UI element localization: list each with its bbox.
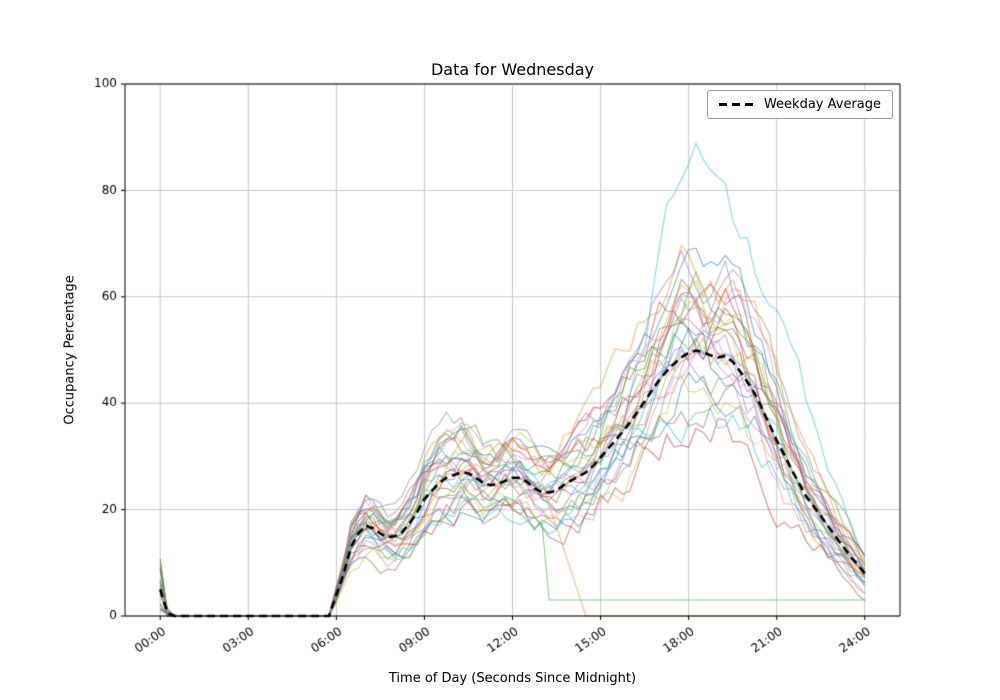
x-axis-label: Time of Day (Seconds Since Midnight) — [388, 671, 637, 686]
legend: Weekday Average — [706, 90, 893, 119]
legend-dashed-line-sample — [718, 103, 755, 106]
y-axis-label: Occupancy Percentage — [62, 275, 78, 425]
chart-title: Data for Wednesday — [430, 60, 594, 79]
legend-label: Weekday Average — [763, 97, 881, 112]
